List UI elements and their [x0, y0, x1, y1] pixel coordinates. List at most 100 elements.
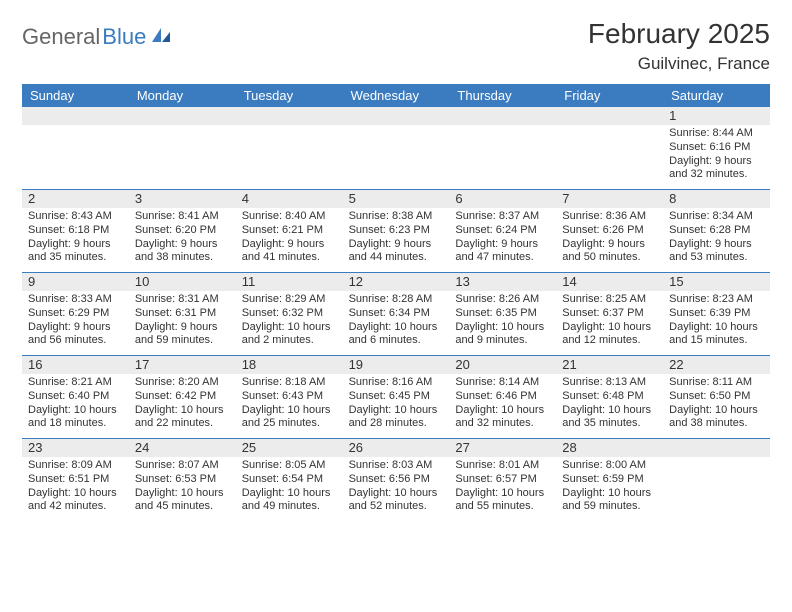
daylight-text: Daylight: 10 hours and 12 minutes.	[562, 321, 657, 349]
week-row: 23Sunrise: 8:09 AMSunset: 6:51 PMDayligh…	[22, 439, 770, 521]
day-cell: 13Sunrise: 8:26 AMSunset: 6:35 PMDayligh…	[449, 273, 556, 355]
day-content: Sunrise: 8:40 AMSunset: 6:21 PMDaylight:…	[236, 208, 343, 269]
weeks-container: 1Sunrise: 8:44 AMSunset: 6:16 PMDaylight…	[22, 107, 770, 521]
daylight-text: Daylight: 10 hours and 9 minutes.	[455, 321, 550, 349]
day-number: 24	[129, 439, 236, 457]
month-title: February 2025	[588, 18, 770, 50]
day-content: Sunrise: 8:03 AMSunset: 6:56 PMDaylight:…	[343, 457, 450, 518]
day-number: 19	[343, 356, 450, 374]
day-cell: 2Sunrise: 8:43 AMSunset: 6:18 PMDaylight…	[22, 190, 129, 272]
day-content: Sunrise: 8:29 AMSunset: 6:32 PMDaylight:…	[236, 291, 343, 352]
day-cell: 9Sunrise: 8:33 AMSunset: 6:29 PMDaylight…	[22, 273, 129, 355]
sunrise-text: Sunrise: 8:43 AM	[28, 210, 123, 224]
day-number: 1	[663, 107, 770, 125]
day-number: 16	[22, 356, 129, 374]
daylight-text: Daylight: 9 hours and 53 minutes.	[669, 238, 764, 266]
day-content: Sunrise: 8:33 AMSunset: 6:29 PMDaylight:…	[22, 291, 129, 352]
day-number-empty	[663, 439, 770, 457]
daylight-text: Daylight: 10 hours and 15 minutes.	[669, 321, 764, 349]
sunrise-text: Sunrise: 8:03 AM	[349, 459, 444, 473]
week-row: 1Sunrise: 8:44 AMSunset: 6:16 PMDaylight…	[22, 107, 770, 190]
day-number: 6	[449, 190, 556, 208]
day-number-empty	[556, 107, 663, 125]
day-cell	[343, 107, 450, 189]
day-number-empty	[236, 107, 343, 125]
day-number-empty	[129, 107, 236, 125]
week-row: 9Sunrise: 8:33 AMSunset: 6:29 PMDaylight…	[22, 273, 770, 356]
day-cell: 8Sunrise: 8:34 AMSunset: 6:28 PMDaylight…	[663, 190, 770, 272]
daylight-text: Daylight: 9 hours and 59 minutes.	[135, 321, 230, 349]
sunrise-text: Sunrise: 8:00 AM	[562, 459, 657, 473]
day-cell: 27Sunrise: 8:01 AMSunset: 6:57 PMDayligh…	[449, 439, 556, 521]
day-number: 8	[663, 190, 770, 208]
sunset-text: Sunset: 6:28 PM	[669, 224, 764, 238]
sunset-text: Sunset: 6:40 PM	[28, 390, 123, 404]
sunset-text: Sunset: 6:26 PM	[562, 224, 657, 238]
day-header-tuesday: Tuesday	[236, 84, 343, 107]
day-cell: 23Sunrise: 8:09 AMSunset: 6:51 PMDayligh…	[22, 439, 129, 521]
title-block: February 2025 Guilvinec, France	[588, 18, 770, 74]
day-number: 27	[449, 439, 556, 457]
day-cell: 3Sunrise: 8:41 AMSunset: 6:20 PMDaylight…	[129, 190, 236, 272]
sunset-text: Sunset: 6:43 PM	[242, 390, 337, 404]
day-header-sunday: Sunday	[22, 84, 129, 107]
sunrise-text: Sunrise: 8:36 AM	[562, 210, 657, 224]
daylight-text: Daylight: 9 hours and 44 minutes.	[349, 238, 444, 266]
day-cell	[449, 107, 556, 189]
day-cell: 17Sunrise: 8:20 AMSunset: 6:42 PMDayligh…	[129, 356, 236, 438]
day-number: 28	[556, 439, 663, 457]
sunset-text: Sunset: 6:37 PM	[562, 307, 657, 321]
sunset-text: Sunset: 6:50 PM	[669, 390, 764, 404]
day-number: 17	[129, 356, 236, 374]
sunrise-text: Sunrise: 8:09 AM	[28, 459, 123, 473]
day-cell	[663, 439, 770, 521]
sunset-text: Sunset: 6:59 PM	[562, 473, 657, 487]
sunset-text: Sunset: 6:21 PM	[242, 224, 337, 238]
day-content: Sunrise: 8:37 AMSunset: 6:24 PMDaylight:…	[449, 208, 556, 269]
day-cell: 4Sunrise: 8:40 AMSunset: 6:21 PMDaylight…	[236, 190, 343, 272]
day-cell: 1Sunrise: 8:44 AMSunset: 6:16 PMDaylight…	[663, 107, 770, 189]
sunrise-text: Sunrise: 8:14 AM	[455, 376, 550, 390]
sunrise-text: Sunrise: 8:38 AM	[349, 210, 444, 224]
day-header-thursday: Thursday	[449, 84, 556, 107]
sunset-text: Sunset: 6:46 PM	[455, 390, 550, 404]
location: Guilvinec, France	[588, 54, 770, 74]
daylight-text: Daylight: 10 hours and 22 minutes.	[135, 404, 230, 432]
day-number: 3	[129, 190, 236, 208]
day-cell: 12Sunrise: 8:28 AMSunset: 6:34 PMDayligh…	[343, 273, 450, 355]
day-content: Sunrise: 8:38 AMSunset: 6:23 PMDaylight:…	[343, 208, 450, 269]
day-number: 10	[129, 273, 236, 291]
day-content: Sunrise: 8:00 AMSunset: 6:59 PMDaylight:…	[556, 457, 663, 518]
day-content: Sunrise: 8:16 AMSunset: 6:45 PMDaylight:…	[343, 374, 450, 435]
day-content: Sunrise: 8:43 AMSunset: 6:18 PMDaylight:…	[22, 208, 129, 269]
day-content: Sunrise: 8:20 AMSunset: 6:42 PMDaylight:…	[129, 374, 236, 435]
day-number: 14	[556, 273, 663, 291]
sunrise-text: Sunrise: 8:28 AM	[349, 293, 444, 307]
day-content: Sunrise: 8:21 AMSunset: 6:40 PMDaylight:…	[22, 374, 129, 435]
day-number: 26	[343, 439, 450, 457]
day-content: Sunrise: 8:09 AMSunset: 6:51 PMDaylight:…	[22, 457, 129, 518]
day-number-empty	[343, 107, 450, 125]
sunset-text: Sunset: 6:53 PM	[135, 473, 230, 487]
sail-icon	[150, 24, 172, 50]
day-header-friday: Friday	[556, 84, 663, 107]
daylight-text: Daylight: 10 hours and 55 minutes.	[455, 487, 550, 515]
sunset-text: Sunset: 6:18 PM	[28, 224, 123, 238]
day-cell	[556, 107, 663, 189]
day-content: Sunrise: 8:14 AMSunset: 6:46 PMDaylight:…	[449, 374, 556, 435]
week-row: 16Sunrise: 8:21 AMSunset: 6:40 PMDayligh…	[22, 356, 770, 439]
day-cell: 18Sunrise: 8:18 AMSunset: 6:43 PMDayligh…	[236, 356, 343, 438]
sunset-text: Sunset: 6:34 PM	[349, 307, 444, 321]
daylight-text: Daylight: 10 hours and 6 minutes.	[349, 321, 444, 349]
sunrise-text: Sunrise: 8:44 AM	[669, 127, 764, 141]
daylight-text: Daylight: 10 hours and 52 minutes.	[349, 487, 444, 515]
sunrise-text: Sunrise: 8:37 AM	[455, 210, 550, 224]
sunrise-text: Sunrise: 8:11 AM	[669, 376, 764, 390]
day-header-saturday: Saturday	[663, 84, 770, 107]
day-cell: 6Sunrise: 8:37 AMSunset: 6:24 PMDaylight…	[449, 190, 556, 272]
daylight-text: Daylight: 9 hours and 32 minutes.	[669, 155, 764, 183]
day-cell: 24Sunrise: 8:07 AMSunset: 6:53 PMDayligh…	[129, 439, 236, 521]
day-content: Sunrise: 8:31 AMSunset: 6:31 PMDaylight:…	[129, 291, 236, 352]
day-content: Sunrise: 8:41 AMSunset: 6:20 PMDaylight:…	[129, 208, 236, 269]
daylight-text: Daylight: 10 hours and 2 minutes.	[242, 321, 337, 349]
